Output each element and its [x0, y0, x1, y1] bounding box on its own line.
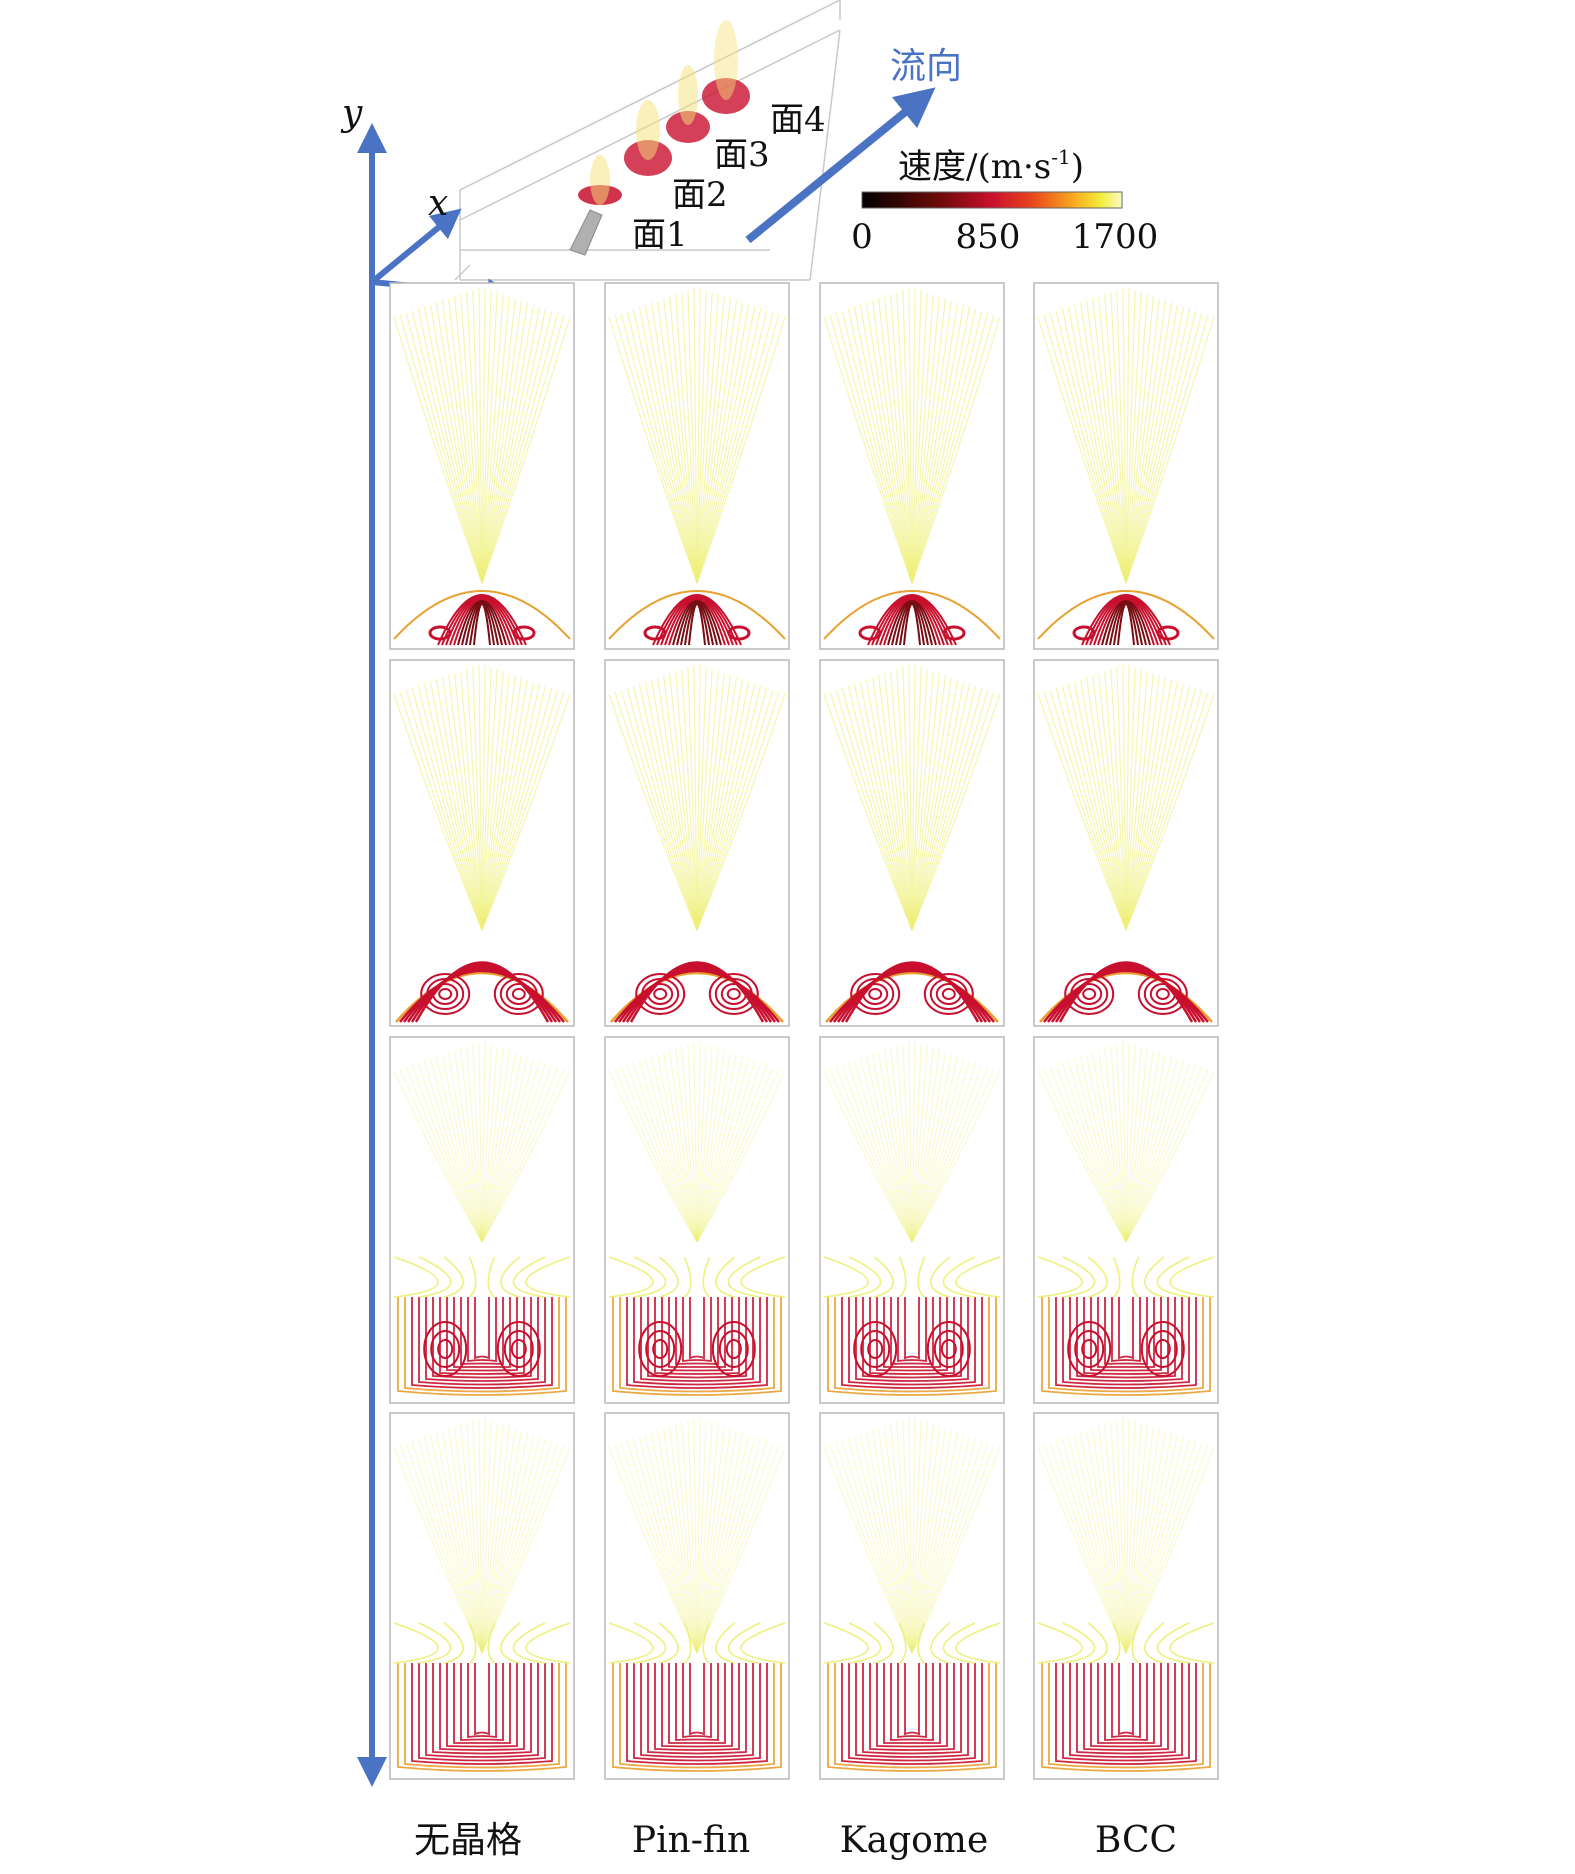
- plane-label-2: 面2: [672, 175, 728, 215]
- plane-label-4: 面4: [770, 100, 826, 140]
- colorbar-tick-850: 850: [956, 217, 1021, 257]
- streamline-panel-r4-c1: [389, 1412, 575, 1780]
- column-label-bcc: BCC: [1095, 1820, 1177, 1861]
- streamline-panel-r4-c2: [604, 1412, 790, 1780]
- colorbar-gradient: [861, 191, 1123, 209]
- y-axis-label: y: [340, 93, 363, 134]
- colorbar: 速度/(m·s-1) 0 850 1700: [851, 145, 1158, 257]
- streamline-panel-r2-c1: [389, 659, 575, 1027]
- plane-label-1: 面1: [632, 215, 688, 255]
- streamline-panel-r1-c4: [1033, 282, 1219, 650]
- streamline-panel-r3-c1: [389, 1036, 575, 1404]
- column-label-kagome: Kagome: [840, 1820, 989, 1861]
- injector-icon: [569, 209, 603, 256]
- column-label-pin-fin: Pin-fin: [632, 1820, 750, 1861]
- streamline-panel-r1-c2: [604, 282, 790, 650]
- streamline-panel-r4-c3: [819, 1412, 1005, 1780]
- x-axis-label: x: [428, 183, 448, 224]
- column-label-no-lattice: 无晶格: [414, 1820, 522, 1861]
- streamline-panel-r4-c4: [1033, 1412, 1219, 1780]
- colorbar-tick-0: 0: [851, 217, 873, 257]
- plume-slices-3d: [569, 20, 750, 256]
- streamline-panel-r3-c4: [1033, 1036, 1219, 1404]
- streamline-panel-r3-c2: [604, 1036, 790, 1404]
- plane-label-3: 面3: [714, 135, 770, 175]
- streamline-panel-r1-c3: [819, 282, 1005, 650]
- channel-3d-box: [454, 0, 841, 281]
- flow-arrow: [745, 87, 936, 244]
- colorbar-tick-1700: 1700: [1072, 217, 1159, 257]
- streamline-panel-r3-c3: [819, 1036, 1005, 1404]
- streamline-panel-r2-c4: [1033, 659, 1219, 1027]
- streamline-panel-r2-c3: [819, 659, 1005, 1027]
- flow-label: 流向: [890, 46, 962, 87]
- streamline-panel-r2-c2: [604, 659, 790, 1027]
- streamline-panels: [389, 282, 1219, 1780]
- x-axis-arrow: [370, 208, 462, 285]
- streamline-panel-r1-c1: [389, 282, 575, 650]
- colorbar-title: 速度/(m·s-1): [898, 145, 1084, 187]
